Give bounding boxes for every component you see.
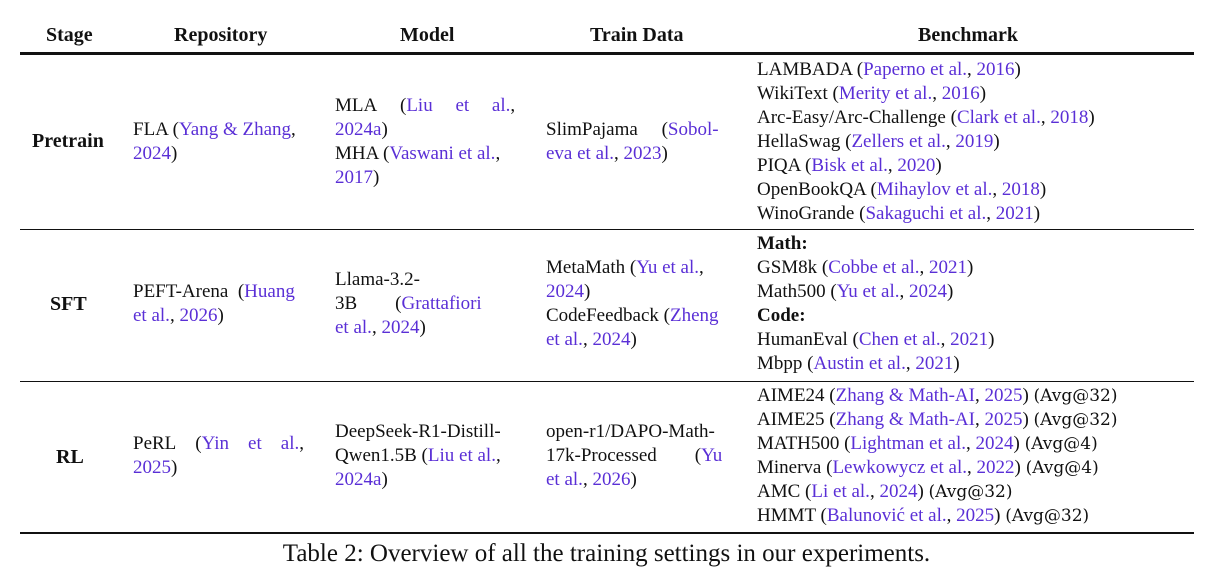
header-model: Model xyxy=(400,24,455,46)
bench-item: PIQA (Bisk et al., 2020) xyxy=(757,155,942,176)
bench-item: HumanEval (Chen et al., 2021) xyxy=(757,329,995,350)
bench-item: AIME25 (Zhang & Math-AI, 2025) (Avg@32) xyxy=(757,409,1118,430)
header-repository: Repository xyxy=(174,24,268,46)
settings-table: Stage Repository Model Train Data Benchm… xyxy=(20,22,1194,534)
bench-item: WikiText (Merity et al., 2016) xyxy=(757,83,987,104)
table-row-pretrain: Pretrain FLA (Yang & Zhang, 2024) MLA (Li… xyxy=(20,55,1194,230)
bench-item: HellaSwag (Zellers et al., 2019) xyxy=(757,131,1000,152)
table-caption: Table 2: Overview of all the training se… xyxy=(282,540,931,567)
table-header-row: Stage Repository Model Train Data Benchm… xyxy=(20,22,1194,55)
bench-item: GSM8k (Cobbe et al., 2021) xyxy=(757,257,974,278)
model-sft: Llama-3.2- 3B (Grattafiori et al., 2024) xyxy=(335,269,482,338)
header-benchmark: Benchmark xyxy=(918,24,1018,46)
repo-rl: PeRL (Yin et al., 2025) xyxy=(133,433,304,478)
model-rl: DeepSeek-R1-Distill- Qwen1.5B (Liu et al.… xyxy=(335,421,501,490)
table-row-sft: SFT PEFT-Arena (Huang et al., 2026) Llama… xyxy=(20,230,1194,382)
data-pretrain: SlimPajama (Sobol-eva et al., 2023) xyxy=(546,119,719,164)
repo-sft: PEFT-Arena (Huang et al., 2026) xyxy=(133,281,295,326)
bench-pretrain: LAMBADA (Paperno et al., 2016) WikiText … xyxy=(757,58,1095,226)
bench-item: HMMT (Balunović et al., 2025) (Avg@32) xyxy=(757,505,1090,526)
header-stage: Stage xyxy=(46,24,93,46)
bench-item: AIME24 (Zhang & Math-AI, 2025) (Avg@32) xyxy=(757,385,1118,406)
data-rl: open-r1/DAPO-Math- 17k-Processed (Yu et al… xyxy=(546,421,723,490)
bench-item: OpenBookQA (Mihaylov et al., 2018) xyxy=(757,179,1047,200)
stage-rl: RL xyxy=(56,446,84,468)
bench-item: LAMBADA (Paperno et al., 2016) xyxy=(757,59,1021,80)
bench-item: Arc-Easy/Arc-Challenge (Clark et al., 20… xyxy=(757,107,1095,128)
bench-rl: AIME24 (Zhang & Math-AI, 2025) (Avg@32) … xyxy=(757,384,1118,528)
table-row-rl: RL PeRL (Yin et al., 2025) DeepSeek-R1-Di… xyxy=(20,382,1194,534)
bench-item: WinoGrande (Sakaguchi et al., 2021) xyxy=(757,203,1041,224)
bench-sft: Math: GSM8k (Cobbe et al., 2021) Math500… xyxy=(757,232,994,376)
code-heading: Code: xyxy=(757,305,806,326)
stage-pretrain: Pretrain xyxy=(32,130,104,152)
bench-item: Mbpp (Austin et al., 2021) xyxy=(757,353,960,374)
stage-sft: SFT xyxy=(50,293,87,315)
repo-pretrain: FLA (Yang & Zhang, 2024) xyxy=(133,119,296,164)
data-sft: MetaMath (Yu et al., 2024) CodeFeedback (… xyxy=(546,257,719,350)
model-pretrain: MLA (Liu et al., 2024a) MHA (Vaswani et a… xyxy=(335,95,516,188)
bench-item: MATH500 (Lightman et al., 2024) (Avg@4) xyxy=(757,433,1098,454)
bench-item: Minerva (Lewkowycz et al., 2022) (Avg@4) xyxy=(757,457,1099,478)
math-heading: Math: xyxy=(757,233,808,254)
bench-item: Math500 (Yu et al., 2024) xyxy=(757,281,954,302)
header-train-data: Train Data xyxy=(590,24,684,46)
bench-item: AMC (Li et al., 2024) (Avg@32) xyxy=(757,481,1013,502)
